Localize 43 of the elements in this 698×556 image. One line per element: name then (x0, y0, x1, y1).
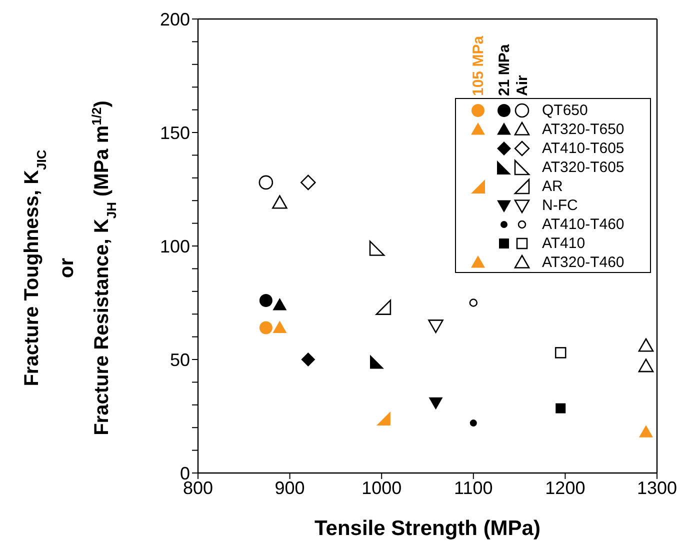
point (370, 354, 384, 369)
point (556, 403, 566, 414)
legend-label: AT410-T605 (542, 139, 624, 158)
x-tick-label: 1000 (362, 478, 402, 498)
point (638, 425, 653, 438)
point (638, 338, 654, 352)
x-tick-label: 1200 (545, 478, 586, 498)
point (428, 320, 444, 334)
point (470, 420, 477, 427)
x-tick-label: 900 (274, 478, 305, 498)
point (272, 320, 287, 333)
point (300, 174, 316, 190)
point (554, 347, 566, 358)
annotation: 21 MPa (496, 44, 513, 96)
y-tick-label: 200 (160, 9, 190, 30)
x-tick-label: 1100 (454, 478, 493, 498)
point (301, 352, 316, 366)
point (369, 240, 385, 256)
legend-label: AT320-T460 (542, 253, 624, 272)
annotation: Air (514, 75, 531, 96)
legend-label: N-FC (542, 196, 578, 215)
x-tick-label: 1300 (636, 478, 678, 498)
legend-label: AT410-T460 (542, 215, 624, 234)
point (376, 300, 392, 315)
legend-label: QT650 (542, 101, 588, 120)
y-tick-label: 50 (170, 350, 190, 370)
point (469, 298, 478, 307)
point (259, 294, 272, 307)
point (272, 298, 287, 310)
point (376, 412, 390, 426)
point (272, 195, 288, 209)
point (638, 358, 654, 372)
point (259, 321, 272, 334)
legend-label: AT410 (542, 234, 586, 253)
point (258, 175, 274, 190)
y-tick-label: 100 (160, 236, 190, 256)
y-tick-label: 150 (160, 122, 190, 143)
legend-label: AR (542, 177, 563, 196)
point (428, 397, 443, 410)
legend-label: AT320-T650 (542, 120, 624, 139)
annotation: 105 MPa (470, 35, 487, 96)
x-axis-title: Tensile Strength (MPa) (314, 517, 540, 540)
legend-label: AT320-T605 (542, 158, 624, 177)
